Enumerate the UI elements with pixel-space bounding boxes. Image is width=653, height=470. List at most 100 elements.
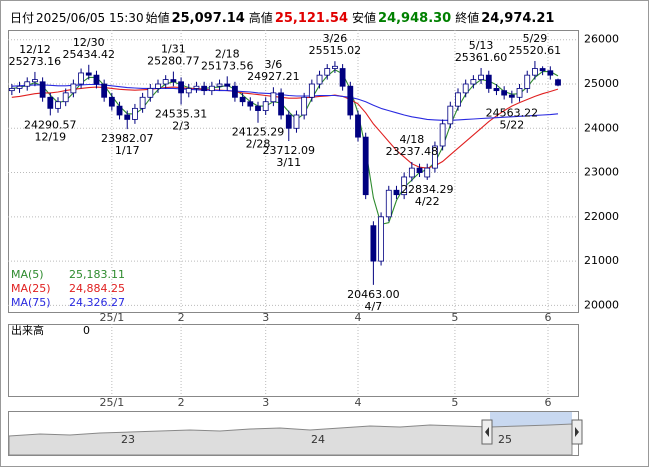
x-tick-label: 5 bbox=[451, 396, 458, 409]
header-label: 終値 bbox=[455, 11, 480, 25]
annotation-date: 2/18 bbox=[215, 47, 240, 60]
candle-body bbox=[178, 81, 184, 94]
header-value: 24,974.21 bbox=[481, 11, 555, 26]
annotation-value: 24927.21 bbox=[247, 70, 300, 83]
legend-name: MA(25) bbox=[11, 282, 51, 295]
candle-body bbox=[455, 92, 461, 107]
x-tick-label: 5 bbox=[451, 311, 458, 324]
candle-body bbox=[378, 216, 384, 262]
legend-value: 25,183.11 bbox=[69, 268, 125, 281]
header-datetime: 2025/06/05 15:30 bbox=[36, 11, 144, 25]
annotation-date: 12/30 bbox=[73, 36, 105, 49]
header-label: 高値 bbox=[248, 11, 273, 25]
candle-body bbox=[93, 74, 100, 85]
candle-body bbox=[316, 74, 323, 85]
candle-body bbox=[255, 105, 261, 111]
candle-body bbox=[308, 83, 315, 98]
x-tick-label: 3 bbox=[262, 311, 269, 324]
annotation-value: 25520.61 bbox=[509, 44, 562, 57]
candle-body bbox=[116, 105, 123, 116]
navigator-label: 25 bbox=[498, 433, 512, 446]
annotation-value: 25173.56 bbox=[201, 59, 254, 72]
annotation-value: 24125.29 bbox=[232, 126, 285, 139]
annotation-date: 12/12 bbox=[19, 43, 51, 56]
candle-body bbox=[332, 65, 338, 69]
candle-body bbox=[224, 83, 231, 87]
candle-body bbox=[232, 85, 238, 98]
y-tick-label: 21000 bbox=[584, 254, 619, 267]
annotation-value: 23237.48 bbox=[386, 145, 439, 158]
annotation-date: 12/19 bbox=[34, 130, 66, 143]
candle-body bbox=[516, 88, 523, 98]
candle-body bbox=[155, 83, 161, 89]
candle-body bbox=[501, 90, 508, 96]
price-panel bbox=[8, 30, 579, 313]
annotation-value: 24563.22 bbox=[486, 106, 539, 119]
header-label: 始値 bbox=[145, 11, 170, 25]
x-tick-label: 6 bbox=[545, 311, 552, 324]
candle-body bbox=[301, 96, 308, 116]
y-tick-label: 20000 bbox=[584, 298, 619, 311]
y-tick-label: 23000 bbox=[584, 166, 619, 179]
candle-body bbox=[285, 114, 292, 129]
candle-body bbox=[193, 85, 200, 89]
annotation-date: 1/17 bbox=[115, 144, 140, 157]
candle-body bbox=[85, 72, 92, 76]
x-tick-label: 4 bbox=[355, 396, 362, 409]
annotation-date: 4/18 bbox=[399, 133, 424, 146]
x-tick-label: 25/1 bbox=[99, 311, 124, 324]
x-tick-label: 6 bbox=[545, 396, 552, 409]
candle-body bbox=[555, 79, 561, 86]
header-label: 安値 bbox=[352, 11, 377, 25]
header-value: 25,121.54 bbox=[274, 11, 349, 26]
candle-body bbox=[385, 189, 392, 218]
candle-body bbox=[55, 101, 61, 109]
candle-body bbox=[8, 88, 15, 92]
candle-body bbox=[355, 114, 361, 138]
annotation-date: 2/28 bbox=[246, 138, 271, 151]
x-tick-label: 4 bbox=[355, 311, 362, 324]
candle-body bbox=[393, 189, 400, 196]
candle-body bbox=[347, 85, 354, 116]
candle-body bbox=[470, 79, 477, 85]
candle-body bbox=[416, 167, 423, 173]
candle-body bbox=[432, 145, 438, 169]
candle-body bbox=[124, 114, 131, 120]
header-label: 日付 bbox=[10, 11, 35, 25]
candle-body bbox=[462, 83, 469, 94]
candle-body bbox=[539, 68, 546, 72]
candle-body bbox=[447, 105, 454, 125]
candle-body bbox=[47, 96, 54, 109]
candle-body bbox=[147, 88, 154, 98]
candle-body bbox=[293, 114, 300, 129]
candle-body bbox=[185, 88, 192, 94]
annotation-date: 3/11 bbox=[276, 156, 301, 169]
candle-body bbox=[478, 74, 484, 80]
navigator-label: 23 bbox=[121, 433, 135, 446]
legend-value: 24,884.25 bbox=[69, 282, 125, 295]
candle-body bbox=[493, 88, 500, 92]
candle-body bbox=[262, 101, 269, 111]
candle-body bbox=[339, 68, 346, 87]
annotation-date: 5/29 bbox=[523, 32, 548, 45]
candle-body bbox=[132, 107, 138, 120]
x-tick-label: 25/1 bbox=[99, 396, 124, 409]
annotation-date: 4/7 bbox=[365, 300, 383, 313]
x-tick-label: 2 bbox=[178, 311, 185, 324]
legend-name: MA(75) bbox=[11, 296, 51, 309]
candle-body bbox=[370, 225, 377, 262]
annotation-value: 23982.07 bbox=[101, 132, 154, 145]
annotation-date: 5/13 bbox=[469, 39, 494, 52]
annotation-value: 25361.60 bbox=[455, 51, 508, 64]
candle-body bbox=[547, 70, 554, 76]
candle-body bbox=[247, 101, 254, 107]
navigator-label: 24 bbox=[311, 433, 325, 446]
candle-body bbox=[216, 83, 223, 87]
candle-body bbox=[39, 81, 46, 98]
annotation-value: 20463.00 bbox=[347, 288, 400, 301]
candle-body bbox=[408, 167, 415, 178]
annotation-value: 25273.16 bbox=[9, 55, 62, 68]
annotation-date: 3/26 bbox=[323, 32, 348, 45]
candle-body bbox=[78, 72, 84, 85]
